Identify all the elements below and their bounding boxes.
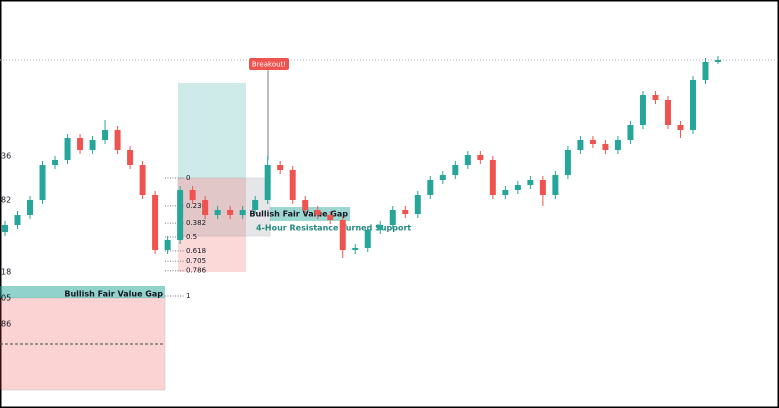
candle-body (2, 225, 8, 232)
candle-body (89, 140, 96, 150)
fvg-zone-left (0, 286, 165, 298)
fib-label: 0 (186, 174, 190, 182)
candle-body (152, 195, 159, 250)
candle-body (227, 210, 234, 215)
candle-body (677, 125, 684, 130)
fib-label: 0.382 (186, 219, 206, 227)
candle-body (77, 138, 84, 150)
breakout-label: Breakout! (252, 61, 286, 69)
candle-body (414, 195, 421, 214)
breakout-badge (249, 58, 289, 70)
candle-body (552, 175, 559, 195)
candle-body (527, 180, 534, 185)
candle-body (202, 200, 209, 215)
candle-body (539, 180, 546, 195)
candle-body (489, 160, 496, 195)
candle-body (502, 190, 509, 195)
candle-body (589, 140, 596, 144)
fib-label: 0.705 (186, 257, 206, 265)
candle-body (364, 230, 371, 248)
candle-body (564, 150, 571, 175)
candle-body (164, 240, 171, 250)
candle-body (289, 170, 296, 200)
candle-body (377, 225, 384, 230)
candle-body (389, 210, 396, 225)
candle-body (264, 165, 271, 200)
price-label: 18 (1, 268, 11, 277)
fib-label: 1 (186, 292, 190, 300)
price-label: 05 (1, 294, 11, 303)
long-stop-zone (178, 178, 246, 272)
candle-body (102, 130, 109, 140)
candle-body (602, 144, 609, 150)
candle-body (14, 215, 21, 225)
candle-body (302, 200, 309, 210)
candle-body (614, 140, 621, 150)
fib-label: 0.5 (186, 233, 197, 241)
candle-body (252, 200, 259, 210)
candle-body (277, 165, 284, 170)
candle-body (439, 175, 446, 180)
candle-body (477, 155, 484, 160)
candle-body (652, 95, 659, 100)
candle-body (127, 150, 134, 165)
candle-body (39, 165, 46, 200)
fib-label: 0.236 (186, 202, 207, 210)
long-target-zone (178, 83, 246, 178)
price-label: 82 (1, 196, 11, 205)
resistance-label: 4-Hour Resistance Turned Support (256, 224, 411, 233)
candle-body (664, 100, 671, 125)
candle-body (27, 200, 34, 215)
candle-body (689, 80, 696, 130)
candle-body (627, 125, 634, 140)
candle-body (452, 165, 459, 175)
candle-body (339, 220, 346, 250)
candle-body (577, 140, 584, 150)
candle-body (715, 60, 721, 62)
candle-body (52, 160, 59, 165)
fvg-label: Bullish Fair Value Gap (64, 290, 163, 299)
candle-body (427, 180, 434, 195)
candle-body (64, 138, 71, 160)
price-label: 86 (1, 320, 11, 329)
candle-body (114, 130, 121, 150)
candle-body (239, 210, 246, 215)
candle-body (189, 190, 196, 200)
candle-body (327, 215, 334, 220)
candle-body (464, 155, 471, 165)
price-label: 36 (1, 152, 11, 161)
candle-body (702, 62, 709, 80)
fib-label: 0.786 (186, 267, 207, 275)
candle-body (639, 95, 646, 125)
candle-body (514, 185, 521, 190)
candle-body (214, 210, 221, 215)
fib-label: 0.618 (186, 247, 206, 255)
candle-body (314, 210, 321, 215)
candle-body (139, 165, 146, 195)
candle-body (352, 248, 359, 250)
candle-body (177, 190, 184, 240)
candle-body (402, 210, 409, 214)
fvg-label: Bullish Fair Value Gap (249, 210, 348, 219)
